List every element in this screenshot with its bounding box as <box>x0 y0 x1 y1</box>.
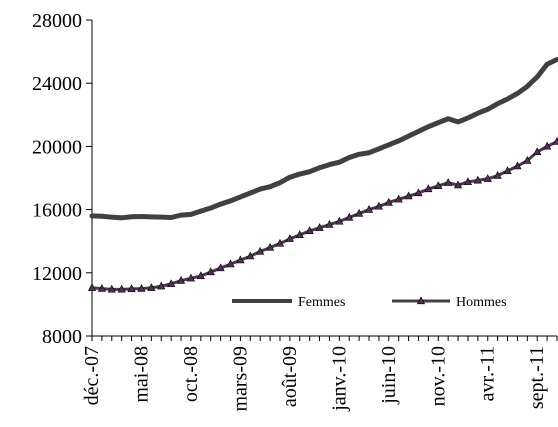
data-point <box>97 283 106 292</box>
data-point <box>434 181 443 189</box>
data-point <box>176 276 186 284</box>
y-tick-label: 8000 <box>42 326 82 348</box>
x-tick-label: nov.-10 <box>427 346 449 406</box>
legend: Femmes Hommes <box>232 295 507 310</box>
data-point <box>186 273 196 282</box>
data-point <box>394 194 403 203</box>
data-point <box>196 271 205 280</box>
data-point <box>157 281 166 290</box>
data-point <box>543 141 552 150</box>
data-point <box>483 174 492 182</box>
data-point <box>325 219 334 228</box>
data-point <box>533 147 542 156</box>
data-point <box>216 263 225 272</box>
x-tick-label: juin-10 <box>378 346 400 405</box>
data-point <box>265 242 275 251</box>
x-tick-label: avr.-11 <box>477 346 499 401</box>
legend-marker <box>416 296 426 305</box>
x-tick-label: déc.-07 <box>81 346 103 405</box>
data-point <box>285 234 294 242</box>
data-point <box>355 208 364 217</box>
x-tick-label: janv.-10 <box>328 346 350 412</box>
x-axis: déc.-07 mai-08 oct.-08 mars-09 août-09 janv.-… <box>81 336 558 412</box>
series-layer <box>87 57 558 293</box>
data-point <box>127 284 136 293</box>
legend-label: Hommes <box>456 295 507 310</box>
data-point <box>444 178 453 186</box>
legend-label: Femmes <box>298 295 345 310</box>
data-point <box>117 284 126 293</box>
data-point <box>384 197 393 206</box>
data-point <box>552 137 558 145</box>
y-tick-label: 16000 <box>32 200 82 222</box>
data-point <box>404 191 413 200</box>
legend-item-hommes: Hommes <box>392 295 507 310</box>
x-tick-label: août-09 <box>279 346 301 407</box>
y-tick-label: 12000 <box>32 263 82 285</box>
data-point <box>473 175 482 184</box>
data-point <box>137 283 146 292</box>
data-point <box>107 284 116 293</box>
x-tick-label: oct.-08 <box>180 346 202 402</box>
data-point <box>295 230 304 238</box>
data-point <box>453 180 463 189</box>
data-point <box>226 259 235 268</box>
data-point <box>305 226 314 235</box>
data-point <box>87 283 97 291</box>
data-point <box>503 166 512 174</box>
data-point <box>167 279 176 287</box>
data-point <box>236 255 245 264</box>
x-tick-label: mai-08 <box>130 346 152 403</box>
legend-item-femmes: Femmes <box>232 295 345 310</box>
data-point <box>364 204 374 213</box>
y-tick-label: 24000 <box>32 73 82 95</box>
series-hommes <box>87 137 558 293</box>
x-tick-label: sept.-11 <box>526 346 548 409</box>
data-point <box>315 223 324 231</box>
data-point <box>493 170 502 179</box>
data-point <box>463 177 473 186</box>
data-point <box>275 238 285 247</box>
data-point <box>414 188 423 197</box>
data-point <box>256 246 265 255</box>
y-axis: 8000 12000 16000 20000 24000 28000 <box>32 10 92 348</box>
x-tick-label: mars-09 <box>229 346 251 412</box>
series-femmes <box>89 57 558 221</box>
data-point <box>147 283 156 291</box>
data-point <box>335 216 344 225</box>
series-line-femmes <box>89 57 558 221</box>
y-tick-label: 28000 <box>32 10 82 32</box>
data-point <box>246 251 255 260</box>
y-tick-label: 20000 <box>32 136 82 158</box>
data-point <box>523 155 532 164</box>
data-point <box>374 201 384 210</box>
data-point <box>424 184 433 193</box>
data-point <box>206 267 215 276</box>
data-point <box>345 212 354 221</box>
data-point <box>513 161 522 170</box>
